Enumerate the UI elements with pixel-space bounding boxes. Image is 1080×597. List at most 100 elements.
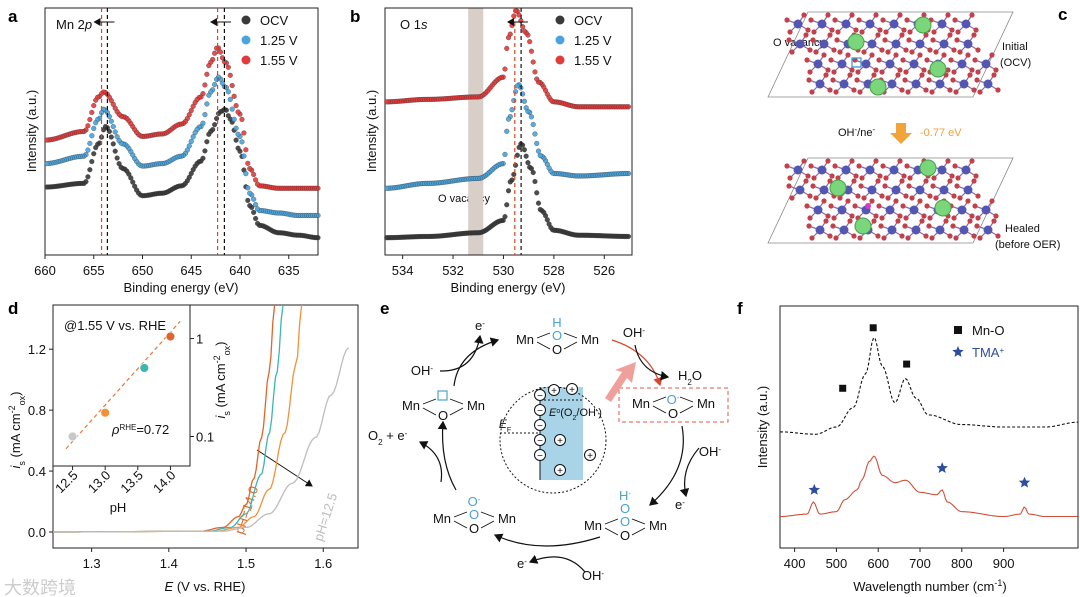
oxygen-atom: [899, 32, 905, 38]
sup: -: [478, 495, 481, 504]
manganese-atom: [817, 19, 827, 29]
data-point-1.25V: [112, 129, 118, 135]
data-point-OCV: [91, 151, 97, 157]
data-point-OCV: [89, 158, 95, 165]
x-tick-label: 700: [909, 556, 931, 571]
intermediate-oh-top: H: [552, 315, 561, 330]
oxygen-atom: [849, 67, 855, 73]
e-minus-label: e-: [675, 497, 685, 512]
data-point-OCV: [130, 179, 136, 185]
oxygen-atom: [879, 193, 885, 199]
intermediate-oh-top: O: [552, 328, 562, 343]
manganese-atom: [983, 225, 993, 235]
oxygen-atom: [847, 72, 853, 78]
data-point-1.25V: [530, 121, 536, 128]
t: o: [556, 408, 560, 415]
oxygen-atom: [807, 69, 813, 75]
ylabel-part: ox: [222, 345, 232, 355]
oxygen-atom: [830, 77, 836, 83]
oxygen-atom: [909, 49, 915, 55]
oxygen-atom: [971, 87, 977, 93]
oxygen-atom: [873, 12, 879, 18]
oxygen-atom: [972, 57, 978, 63]
cycle-arrow: [493, 533, 601, 547]
oxygen-atom: [845, 198, 851, 204]
oxygen-atom: [804, 57, 810, 63]
y-tick-label: 1.2: [28, 342, 46, 357]
oxygen-atom: [835, 29, 841, 35]
legend-marker: [241, 15, 251, 25]
intermediate-o-minus-bridge-o: O: [668, 406, 678, 421]
negative-charge-icon: [534, 434, 546, 446]
legend-label: 1.25 V: [260, 33, 298, 48]
data-point-1.25V: [44, 161, 50, 167]
panel-letter-d: d: [8, 299, 18, 318]
trend-arrow: [256, 449, 313, 487]
oxygen-atom: [955, 175, 961, 181]
data-point-1.55V: [202, 82, 208, 88]
data-point-1.25V: [214, 76, 220, 82]
oxygen-atom: [880, 17, 886, 23]
data-point-1.55V: [511, 13, 517, 19]
data-point-OCV: [251, 209, 257, 215]
oxygen-atom: [895, 72, 901, 78]
inset-ylabel: is (mA cm-2ox): [212, 342, 232, 419]
oxygen-atom: [875, 32, 881, 38]
oxygen-atom: [837, 49, 843, 55]
data-point-OCV: [514, 152, 520, 158]
oxygen-atom: [861, 49, 867, 55]
x-tick-label: 900: [993, 556, 1015, 571]
oxygen-atom: [957, 49, 963, 55]
oxygen-atom: [852, 203, 858, 209]
data-point-1.55V: [93, 97, 99, 103]
oxygen-atom: [787, 175, 793, 181]
data-point-1.25V: [212, 82, 218, 88]
oxygen-atom: [879, 47, 885, 53]
manganese-atom: [959, 79, 969, 89]
oxygen-atom: [903, 69, 909, 75]
sup: -: [628, 489, 631, 498]
data-point-OCV: [504, 202, 510, 208]
oxygen-atom: [893, 52, 899, 58]
oxygen-atom: [825, 213, 831, 219]
oxygen-atom: [904, 17, 910, 23]
data-point-1.25V: [241, 153, 247, 159]
oxygen-atom: [995, 87, 1001, 93]
oxygen-atom: [975, 193, 981, 199]
intermediate-oo-bonds: [453, 511, 495, 529]
oxygen-atom: [832, 163, 838, 169]
oxygen-atom: [924, 57, 930, 63]
intermediate-ooh-mn-right: Mn: [649, 518, 667, 533]
inset-x-tick-label: 14.0: [150, 468, 179, 497]
oxygen-atom: [929, 89, 935, 95]
data-point-1.55V: [253, 177, 259, 183]
e-minus-label: e-: [475, 318, 485, 333]
data-point-OCV: [114, 155, 120, 161]
x-tick-label: 640: [229, 263, 251, 278]
intermediate-ooh-top: O: [620, 514, 630, 529]
oxygen-atom: [917, 198, 923, 204]
oxygen-atom: [933, 195, 939, 201]
manganese-atom: [891, 39, 901, 49]
data-point-OCV: [505, 188, 512, 194]
legend-sup: +: [999, 346, 1004, 355]
legend-square-icon: [954, 326, 962, 334]
data-point-OCV: [87, 167, 93, 173]
oxygen-atom: [882, 183, 888, 189]
manganese-atom: [819, 39, 829, 49]
intermediate-ooh-mn-left: Mn: [584, 518, 602, 533]
intermediate-oh-bridge-o: O: [552, 342, 562, 357]
intermediate-oo-bridge-o: O: [469, 521, 479, 536]
x-tick-label: 800: [951, 556, 973, 571]
panel-a-xlabel: Binding energy (eV): [124, 280, 239, 295]
highlight-box: [618, 387, 729, 423]
oxygen-atom: [989, 198, 995, 204]
data-point-1.25V: [239, 139, 245, 145]
data-point-1.25V: [188, 138, 194, 144]
e-minus-label: e-: [517, 556, 527, 571]
panel-f-xlabel: Wavelength number (cm-1): [853, 578, 1007, 594]
data-point-1.25V: [87, 140, 93, 146]
data-point-1.55V: [527, 39, 533, 45]
oxygen-atom: [833, 235, 839, 241]
oxygen-atom: [789, 195, 795, 201]
